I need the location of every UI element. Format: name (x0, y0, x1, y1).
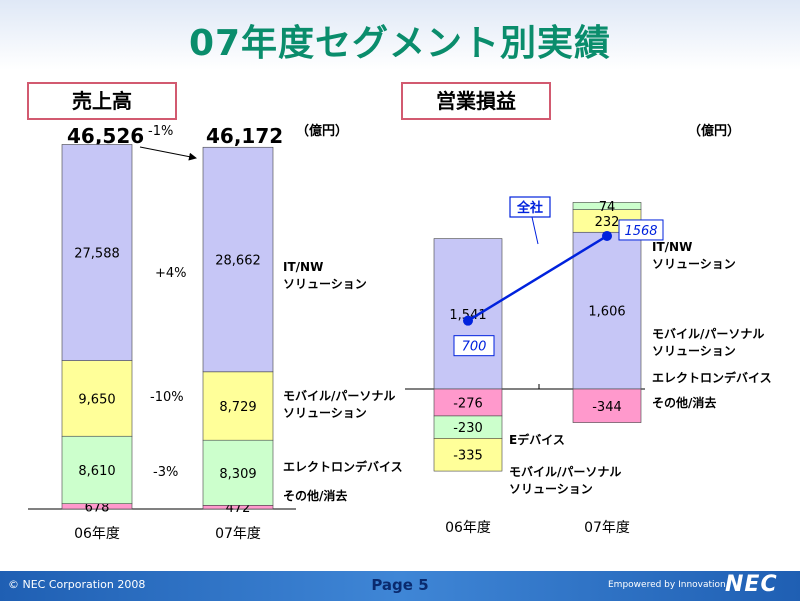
sales-label-mobile-line2: ソリューション (283, 406, 367, 420)
op-bar-mobile-06 (433, 438, 503, 472)
sales-category-07: 07年度 (215, 526, 261, 542)
sales-chart: 6788,6109,65027,58806年度4728,3098,72928,6… (28, 144, 296, 542)
zensha-label-box-07 (618, 219, 664, 241)
title-band (0, 0, 800, 70)
op-bar-other-06 (433, 388, 503, 417)
sales-bar-electron-07 (202, 439, 274, 506)
zensha-callout-pointer (531, 216, 539, 245)
slide-title: 07年度セグメント別実績 (188, 23, 612, 64)
page-number: Page 5 (371, 576, 429, 594)
op-value-electron-07: 74 (599, 200, 616, 215)
tagline: Empowered by Innovation (608, 580, 726, 590)
sales-label-electron-line1: エレクトロンデバイス (283, 460, 403, 474)
op-category-06: 06年度 (445, 520, 491, 536)
op-unit: （億円） (688, 124, 741, 139)
sales-value-mobile-07: 8,729 (219, 400, 256, 415)
charts-svg: 6788,6109,65027,58806年度4728,3098,72928,6… (28, 144, 664, 542)
op-label-it-nw-line1: IT/NW (652, 240, 693, 254)
sales-change-arrow (139, 146, 197, 161)
sales-label-mobile: モバイル/パーソナル ソリューション (283, 388, 395, 422)
op-value-mobile-06: -335 (453, 449, 483, 464)
op-value-it-nw-06: 1,541 (449, 308, 486, 323)
op-label-mobile-line1: モバイル/パーソナル (652, 327, 765, 341)
op-label-mobile-06: モバイル/パーソナル ソリューション (509, 464, 621, 498)
sales-label-it-nw-line1: IT/NW (283, 260, 324, 274)
change-it-nw: +4% (155, 266, 187, 281)
change-mobile: -10% (150, 390, 184, 405)
op-label-other: その他/消去 (652, 395, 716, 412)
zensha-point-07 (602, 230, 612, 241)
op-label-edevice-line1: Eデバイス (509, 433, 565, 447)
op-label-mobile-06-line1: モバイル/パーソナル (509, 465, 622, 479)
op-label-electron-line1: エレクトロンデバイス (652, 371, 772, 385)
sales-label-it-nw-line2: ソリューション (283, 277, 367, 291)
op-category-07: 07年度 (584, 520, 630, 536)
zensha-callout-label: 全社 (516, 200, 543, 216)
sales-label-electron: エレクトロンデバイス (283, 459, 403, 476)
sales-label-it-nw: IT/NW ソリューション (283, 259, 367, 293)
sales-unit: （億円） (296, 124, 349, 139)
sales-total-06: 46,526 (67, 124, 145, 148)
sales-header: 売上高 (27, 82, 177, 120)
op-value-edevice-06: -230 (453, 421, 483, 436)
sales-label-other: その他/消去 (283, 488, 347, 505)
op-label-edevice: Eデバイス (509, 432, 565, 449)
op-bar-it-nw-06 (433, 238, 503, 390)
op-value-it-nw-07: 1,606 (588, 305, 625, 320)
zensha-value-07: 1568 (624, 224, 657, 239)
op-label-mobile: モバイル/パーソナル ソリューション (652, 326, 764, 360)
zensha-value-06: 700 (462, 340, 487, 355)
copyright-text: © NEC Corporation 2008 (8, 578, 146, 591)
op-value-other-06: -276 (453, 396, 483, 411)
op-label-mobile-line2: ソリューション (652, 344, 736, 358)
op-bar-other-07 (572, 388, 642, 423)
sales-label-other-line1: その他/消去 (283, 489, 348, 503)
change-electron: -3% (153, 465, 179, 480)
sales-category-06: 06年度 (74, 526, 120, 542)
op-header: 営業損益 (401, 82, 551, 120)
zensha-point-06 (463, 315, 473, 326)
sales-bar-mobile-06 (61, 360, 133, 437)
sales-value-electron-06: 8,610 (78, 464, 115, 479)
sales-label-mobile-line1: モバイル/パーソナル (283, 389, 396, 403)
sales-value-mobile-06: 9,650 (78, 392, 115, 407)
nec-logo: NEC (725, 572, 778, 597)
zensha-label-box-06 (453, 335, 495, 357)
sales-bar-electron-06 (61, 435, 133, 504)
footer-bar: © NEC Corporation 2008 Page 5 Empowered … (0, 571, 800, 601)
op-label-mobile-06-line2: ソリューション (509, 482, 593, 496)
op-label-it-nw-line2: ソリューション (652, 257, 736, 271)
sales-value-it-nw-06: 27,588 (74, 247, 120, 262)
op-bar-electron-07 (572, 202, 642, 210)
sales-value-electron-07: 8,309 (219, 467, 256, 482)
op-value-other-07: -344 (592, 400, 622, 415)
sales-total-change: -1% (148, 124, 174, 139)
zensha-callout-box (509, 196, 551, 218)
zensha-line (467, 234, 608, 322)
sales-bar-it-nw-06 (61, 144, 133, 361)
op-value-mobile-07: 232 (595, 215, 620, 230)
sales-total-07: 46,172 (206, 124, 284, 148)
sales-bar-mobile-07 (202, 371, 274, 441)
sales-value-other-06: 678 (85, 500, 110, 515)
op-label-electron: エレクトロンデバイス (652, 370, 772, 387)
sales-value-it-nw-07: 28,662 (215, 254, 261, 269)
op-label-other-line1: その他/消去 (652, 396, 717, 410)
sales-bar-it-nw-07 (202, 146, 274, 373)
op-label-it-nw: IT/NW ソリューション (652, 239, 736, 273)
